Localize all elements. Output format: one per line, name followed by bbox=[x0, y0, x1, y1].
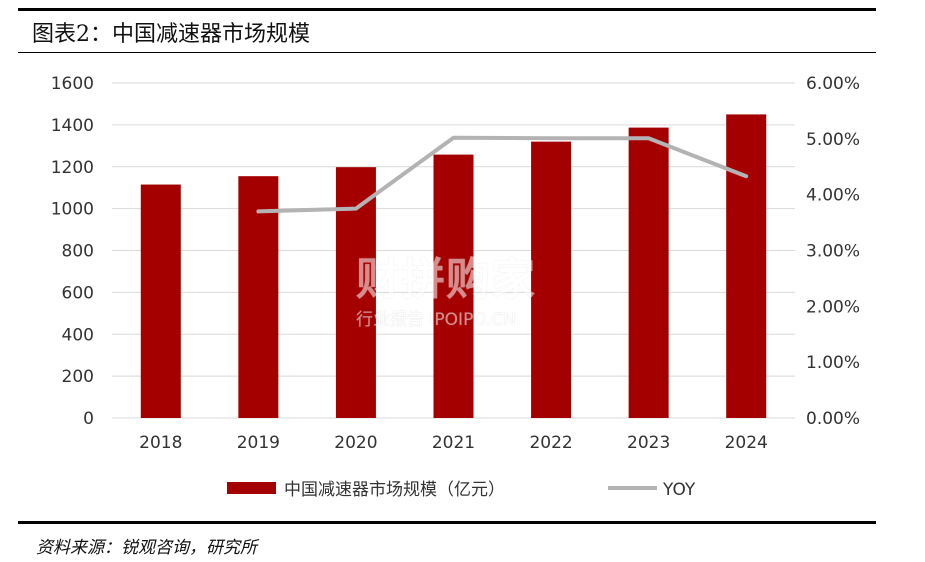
bar bbox=[140, 184, 181, 418]
x-tick-label: 2018 bbox=[139, 433, 182, 453]
x-tick-label: 2019 bbox=[237, 433, 280, 453]
x-tick-label: 2024 bbox=[725, 433, 768, 453]
chart-title: 图表2：中国减速器市场规模 bbox=[32, 22, 310, 47]
y-left-tick-label: 600 bbox=[62, 283, 94, 303]
y-left-tick-label: 1400 bbox=[51, 116, 94, 136]
bar bbox=[335, 167, 376, 418]
x-tick-label: 2021 bbox=[432, 433, 475, 453]
bar bbox=[628, 127, 669, 419]
y-right-tick-label: 1.00% bbox=[806, 353, 860, 373]
y-left-tick-label: 1200 bbox=[51, 158, 94, 178]
y-left-tick-label: 200 bbox=[62, 367, 94, 387]
bar bbox=[726, 114, 767, 418]
title-rule bbox=[18, 52, 876, 53]
bar bbox=[433, 154, 474, 418]
top-rule bbox=[18, 8, 876, 11]
y-left-tick-label: 1600 bbox=[51, 74, 94, 94]
legend-bar-swatch bbox=[227, 482, 276, 494]
bottom-rule bbox=[18, 521, 876, 524]
y-left-tick-label: 0 bbox=[83, 409, 94, 429]
bar bbox=[531, 141, 572, 418]
y-right-tick-label: 0.00% bbox=[806, 409, 860, 429]
x-tick-label: 2023 bbox=[627, 433, 670, 453]
y-right-tick-label: 6.00% bbox=[806, 74, 860, 94]
y-right-tick-label: 2.00% bbox=[806, 297, 860, 317]
y-left-tick-label: 1000 bbox=[51, 200, 94, 220]
x-tick-label: 2020 bbox=[334, 433, 377, 453]
y-left-tick-label: 800 bbox=[62, 242, 94, 262]
source-note: 资料来源：锐观咨询，研究所 bbox=[36, 538, 257, 558]
bar bbox=[238, 176, 279, 418]
y-right-tick-label: 3.00% bbox=[806, 242, 860, 262]
legend-line-label: YOY bbox=[662, 480, 696, 500]
y-right-tick-label: 4.00% bbox=[806, 186, 860, 206]
x-tick-label: 2022 bbox=[529, 433, 572, 453]
legend-bar-label: 中国减速器市场规模（亿元） bbox=[284, 480, 505, 500]
y-left-tick-label: 400 bbox=[62, 325, 94, 345]
yoy-line bbox=[256, 135, 749, 214]
y-right-tick-label: 5.00% bbox=[806, 130, 860, 150]
